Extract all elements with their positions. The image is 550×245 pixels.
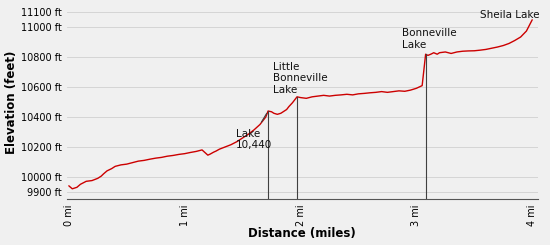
Text: Bonneville
Lake: Bonneville Lake: [403, 28, 457, 50]
Text: Little
Bonneville
Lake: Little Bonneville Lake: [273, 61, 327, 95]
Y-axis label: Elevation (feet): Elevation (feet): [5, 50, 18, 154]
Text: Sheila Lake: Sheila Lake: [480, 10, 540, 20]
X-axis label: Distance (miles): Distance (miles): [249, 227, 356, 240]
Text: Lake
10,440: Lake 10,440: [235, 129, 272, 150]
